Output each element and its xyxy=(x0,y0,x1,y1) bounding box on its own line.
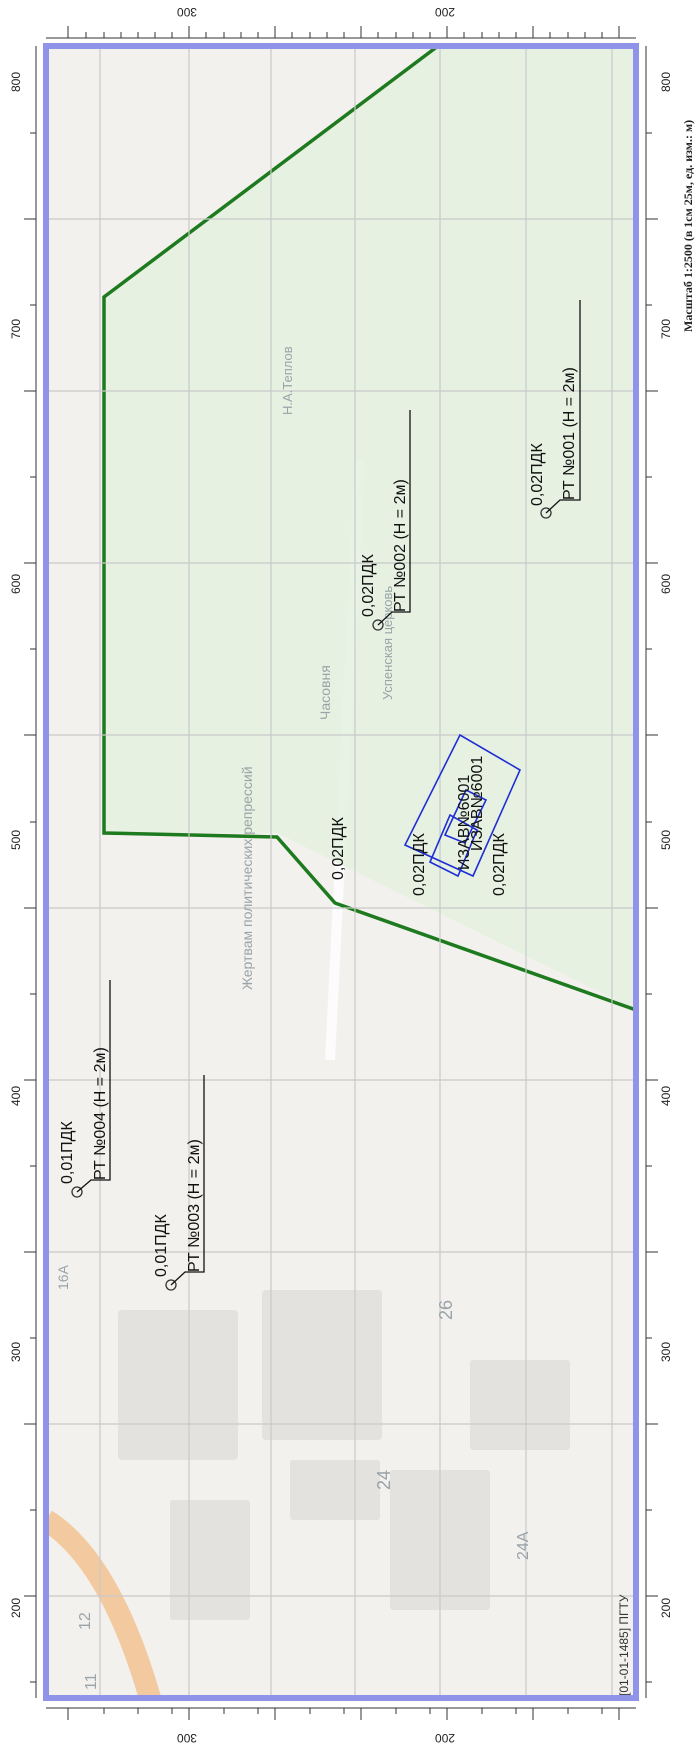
sanitary-zone xyxy=(104,46,636,1010)
left-tick-800: 800 xyxy=(9,72,23,92)
point-value: 0,02ПДК xyxy=(360,554,377,617)
buildings xyxy=(118,1290,570,1620)
house-24-label: 24 xyxy=(374,1470,394,1490)
point-leader xyxy=(170,1075,205,1286)
point-marker xyxy=(540,507,552,519)
left-tick-200: 200 xyxy=(9,1598,23,1618)
point-rt-003[interactable]: РТ №003 (H = 2м) 0,01ПДК xyxy=(153,1075,205,1291)
left-tick-400: 400 xyxy=(9,1086,23,1106)
top-ruler xyxy=(46,26,636,39)
point-rt-004[interactable]: РТ №004 (H = 2м) 0,01ПДК xyxy=(59,980,111,1198)
source-label-overlap: ИЗАВ№6001 xyxy=(469,756,486,851)
house-12-label: 12 xyxy=(77,1612,94,1630)
monument-label: Н.А.Теплов xyxy=(280,346,295,415)
point-value: 0,01ПДК xyxy=(59,1121,76,1184)
left-tick-300: 300 xyxy=(9,1342,23,1362)
basemap-labels: Жертвам политических репрессий Часовня У… xyxy=(55,346,532,1690)
left-tick-700: 700 xyxy=(9,319,23,339)
source-value-3: 0,02ПДК xyxy=(491,833,508,896)
point-name: РТ №003 (H = 2м) xyxy=(186,1139,203,1272)
point-marker xyxy=(165,1279,177,1291)
source-6002-outline xyxy=(428,813,479,878)
right-tick-500: 500 xyxy=(659,830,673,850)
top-tick-300: 300 xyxy=(177,5,197,19)
bottom-tick-200: 200 xyxy=(435,1731,455,1745)
bottom-tick-300: 300 xyxy=(177,1731,197,1745)
house-24a-label: 24А xyxy=(515,1531,532,1560)
point-leader xyxy=(76,980,111,1193)
sanitary-zone-border xyxy=(102,44,637,1012)
point-leader xyxy=(545,300,581,514)
source-6001-outline xyxy=(403,733,522,878)
point-rt-001[interactable]: РТ №001 (H = 2м) 0,02ПДК xyxy=(529,300,581,519)
right-ruler xyxy=(645,46,658,1698)
source-value-2: 0,02ПДК xyxy=(411,833,428,896)
house-26-label: 26 xyxy=(436,1300,456,1320)
church-label: Успенская церковь xyxy=(380,586,395,700)
point-rt-002[interactable]: РТ №002 (H = 2м) 0,02ПДК xyxy=(360,410,411,631)
scale-note: Масштаб 1:2500 (в 1см 25м, ед. изм.: м) xyxy=(681,120,695,332)
chapel-label: Часовня xyxy=(317,665,333,720)
right-tick-700: 700 xyxy=(659,319,673,339)
left-ruler xyxy=(24,46,37,1698)
point-leader xyxy=(377,410,411,626)
point-name: РТ №001 (H = 2м) xyxy=(561,367,578,500)
memorial-label: Жертвам политических репрессий xyxy=(239,766,255,990)
footer-caption: [01-01-1485] ПГТУ xyxy=(617,1594,631,1696)
source-6003-outline xyxy=(443,788,488,845)
right-tick-400: 400 xyxy=(659,1086,673,1106)
right-tick-200: 200 xyxy=(659,1598,673,1618)
grid xyxy=(46,46,636,1698)
map-frame xyxy=(43,43,639,1701)
source-value-1: 0,02ПДК xyxy=(330,817,347,880)
point-marker xyxy=(372,619,384,631)
point-value: 0,01ПДК xyxy=(153,1214,170,1277)
point-name: РТ №002 (H = 2м) xyxy=(392,479,409,612)
emission-sources xyxy=(403,733,522,878)
right-tick-600: 600 xyxy=(659,574,673,594)
bottom-ruler xyxy=(46,1707,636,1720)
point-marker xyxy=(71,1186,83,1198)
road xyxy=(46,1510,161,1698)
right-tick-300: 300 xyxy=(659,1342,673,1362)
right-tick-800: 800 xyxy=(659,72,673,92)
source-label: ИЗАВ№6001 xyxy=(456,775,473,870)
left-tick-600: 600 xyxy=(9,574,23,594)
left-tick-500: 500 xyxy=(9,830,23,850)
point-value: 0,02ПДК xyxy=(529,443,546,506)
house-11-label: 11 xyxy=(83,1673,100,1690)
house-16a-label: 16А xyxy=(55,1264,71,1290)
point-name: РТ №004 (H = 2м) xyxy=(92,1047,109,1180)
top-tick-200: 200 xyxy=(435,5,455,19)
